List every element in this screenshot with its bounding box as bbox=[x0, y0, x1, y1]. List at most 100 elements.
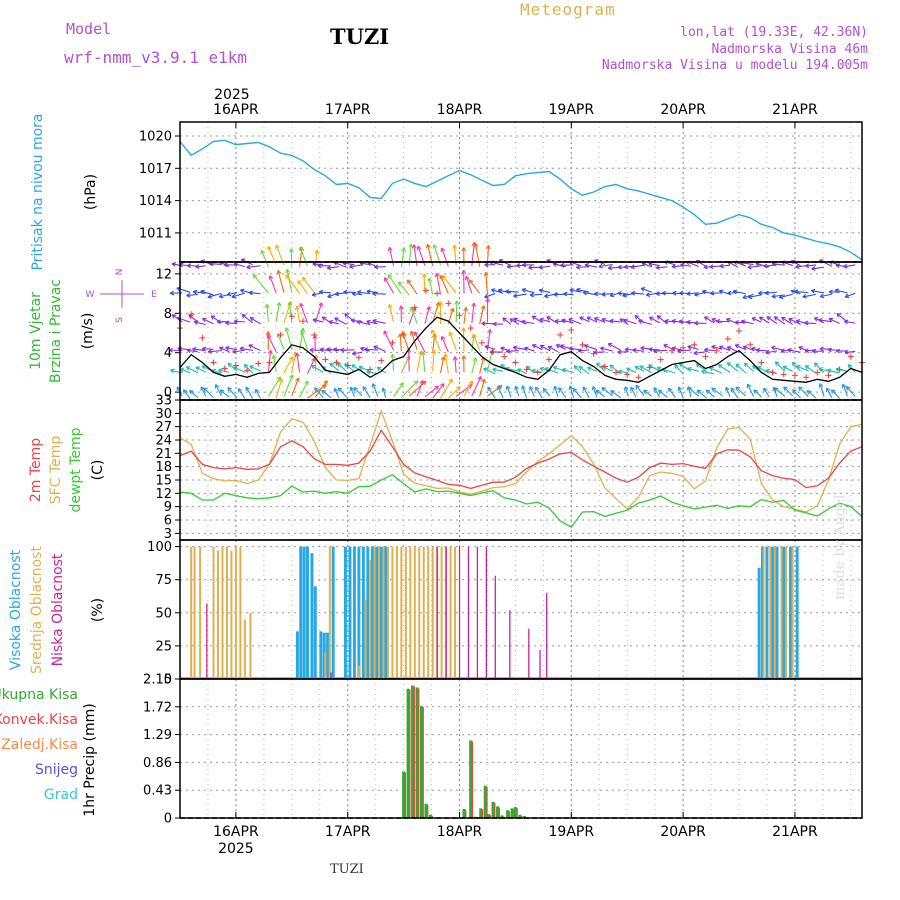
wind-arrow-head bbox=[624, 348, 629, 353]
wind-arrow bbox=[544, 367, 559, 374]
wind-arrow bbox=[740, 262, 754, 266]
wind-arrow bbox=[818, 319, 832, 323]
wind-arrow-head bbox=[765, 369, 770, 374]
cloud-bar bbox=[445, 546, 447, 679]
wind-arrow-head bbox=[617, 266, 622, 270]
model-name: wrf-nmm_v3.9.1 e1km bbox=[64, 48, 248, 67]
wind-arrow-head bbox=[560, 344, 565, 347]
frame-layer bbox=[175, 121, 863, 819]
wind-arrow bbox=[572, 388, 582, 399]
wind-arrow bbox=[814, 362, 825, 373]
wind-arrow-head bbox=[426, 306, 430, 310]
wind-arrow bbox=[208, 350, 222, 353]
wind-arrow-head bbox=[648, 348, 653, 352]
wind-arrow-head bbox=[299, 303, 301, 308]
wind-arrow-head bbox=[521, 289, 526, 293]
wind-arrow-head bbox=[403, 247, 407, 252]
wind-arrow-head bbox=[811, 268, 816, 271]
wind-arrow-head bbox=[356, 321, 361, 325]
wind-arrow bbox=[373, 345, 386, 352]
wind-arrow-head bbox=[372, 383, 377, 387]
wind-arrow-head bbox=[461, 247, 465, 252]
wind-arrow-head bbox=[579, 316, 583, 321]
wind-arrow-head bbox=[268, 275, 271, 280]
wind-arrow-head bbox=[187, 265, 191, 269]
wind-arrow-head bbox=[591, 386, 594, 391]
wind-arrow-head bbox=[329, 363, 332, 368]
wind-arrow-head bbox=[211, 368, 216, 371]
wind-arrow-head bbox=[798, 386, 801, 391]
wind-arrow bbox=[334, 317, 347, 325]
wind-arrow-head bbox=[512, 346, 517, 351]
wind-arrow-head bbox=[805, 263, 810, 267]
wind-arrow bbox=[609, 320, 621, 323]
wind-arrow bbox=[291, 377, 300, 396]
wind-arrow-head bbox=[182, 389, 185, 394]
wind-arrow-head bbox=[798, 346, 802, 351]
wind-arrow bbox=[186, 293, 198, 297]
wind-arrow-head bbox=[399, 382, 404, 386]
wind-arrow bbox=[751, 317, 762, 323]
wind-arrow-head bbox=[686, 319, 691, 323]
cloud-bar bbox=[234, 546, 237, 679]
wind-arrow-head bbox=[732, 289, 738, 292]
wind-arrow bbox=[382, 387, 387, 399]
wind-arrow-head bbox=[233, 320, 238, 324]
wind-arrow-head bbox=[631, 292, 635, 296]
wind-arrow-head bbox=[473, 302, 477, 307]
precip-bar-conv bbox=[486, 786, 488, 818]
wind-arrow-head bbox=[529, 386, 534, 390]
temp-axis-name-3: dewpt Temp bbox=[68, 427, 84, 512]
wind-arrow bbox=[598, 264, 613, 268]
wind-arrow-head bbox=[735, 386, 738, 392]
wind-arrow bbox=[193, 291, 206, 294]
wind-arrow bbox=[498, 289, 512, 294]
wind-arrow-head bbox=[506, 348, 511, 352]
wind-arrow bbox=[408, 348, 410, 372]
wind-arrow bbox=[200, 290, 214, 296]
wind-arrow-head bbox=[674, 364, 679, 367]
precip-bar bbox=[513, 807, 517, 818]
cloud-bar bbox=[409, 546, 412, 679]
wind-arrow-head bbox=[356, 319, 361, 323]
wind-arrow-head bbox=[618, 369, 623, 372]
wind-arrow-head bbox=[477, 376, 482, 380]
wind-arrow-head bbox=[428, 306, 431, 311]
wind-arrow-head bbox=[314, 334, 318, 339]
wind-arrow bbox=[632, 349, 645, 352]
cloud-bar bbox=[328, 546, 331, 679]
cloud-bar bbox=[369, 559, 372, 679]
wind-arrow-head bbox=[716, 318, 721, 322]
wind-arrow-head bbox=[425, 244, 428, 249]
coords-label: lon,lat (19.33E, 42.36N) bbox=[680, 25, 868, 40]
wind-arrow-head bbox=[804, 350, 809, 354]
y-tick-label: 21 bbox=[155, 447, 172, 462]
wind-arrow-head bbox=[609, 318, 614, 322]
precip-bar bbox=[522, 816, 526, 818]
wind-arrow-head bbox=[327, 296, 332, 299]
wind-arrow-head bbox=[693, 350, 698, 354]
wind-arrow bbox=[617, 351, 629, 353]
wind-arrow-head bbox=[366, 319, 371, 322]
wind-arrow bbox=[791, 362, 801, 372]
wind-arrow bbox=[471, 357, 477, 374]
wind-arrow-head bbox=[711, 344, 716, 347]
wind-arrow bbox=[513, 293, 527, 297]
wind-arrow-head bbox=[334, 317, 338, 322]
wind-arrow-head bbox=[765, 368, 771, 371]
wind-arrow-head bbox=[827, 349, 832, 353]
cloud-bar bbox=[310, 553, 314, 679]
wind-arrow-head bbox=[372, 318, 377, 322]
cloud-bar bbox=[427, 546, 430, 679]
wind-arrow-head bbox=[834, 288, 840, 291]
wind-arrow-head bbox=[771, 345, 776, 348]
wind-arrow-head bbox=[609, 364, 615, 367]
cloud-bar bbox=[364, 599, 367, 679]
wind-arrow-head bbox=[782, 366, 786, 371]
wind-arrow-head bbox=[844, 319, 849, 322]
wind-arrow-head bbox=[440, 356, 445, 360]
wind-arrow-head bbox=[608, 267, 613, 271]
wind-arrow-head bbox=[528, 267, 533, 270]
wind-arrow-head bbox=[805, 265, 810, 269]
wind-arrow-head bbox=[653, 350, 658, 354]
